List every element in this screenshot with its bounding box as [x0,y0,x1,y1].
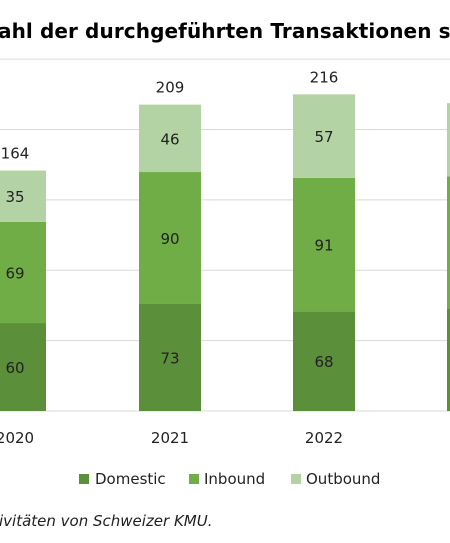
legend-label-outbound: Outbound [306,470,380,488]
data-label-2022-outbound: 57 [314,128,333,146]
data-label-2021-domestic: 73 [160,349,179,367]
data-label-2020-outbound: 35 [5,188,24,206]
bar-2020-outbound [0,170,46,222]
bar-2021-outbound [139,104,201,173]
legend-label-inbound: Inbound [204,470,265,488]
legend-swatch-domestic [79,474,89,484]
x-tick-2020: 2020 [0,429,34,447]
legend-swatch-outbound [291,474,301,484]
bar-2022-domestic [293,311,355,411]
bar-2023-outbound [447,103,450,177]
bar-2022-outbound [293,94,355,178]
data-labels: 606935164739046209689157216709050210 [1,68,339,377]
data-label-2021-outbound: 46 [160,130,179,148]
data-label-2022-inbound: 91 [314,237,333,255]
x-tick-2021: 2021 [151,429,189,447]
x-axis-tick-labels: 2020202120222023 [0,429,343,447]
data-label-2022-domestic: 68 [314,353,333,371]
x-tick-2022: 2022 [305,429,343,447]
bar-2020-inbound [0,221,46,324]
bar-2020-domestic [0,323,46,411]
bar-2022-inbound [293,177,355,312]
data-label-2020-inbound: 69 [5,264,24,282]
legend-swatch-inbound [189,474,199,484]
legend-label-domestic: Domestic [95,470,166,488]
footnote: ivitäten von Schweizer KMU. [0,512,213,530]
bars [0,94,450,411]
gridlines [0,58,450,412]
chart-title: ahl der durchgeführten Transaktionen sei… [0,19,450,43]
data-label-2021-inbound: 90 [160,230,179,248]
total-label-2022: 216 [310,68,339,86]
total-label-2021: 209 [156,79,185,97]
data-label-2020-domestic: 60 [5,359,24,377]
legend: Domestic Inbound Outbound [79,470,380,488]
bar-2023-inbound [447,176,450,309]
bar-2023-domestic [447,308,450,411]
total-label-2020: 164 [1,145,30,163]
bar-2021-domestic [139,303,201,411]
bar-2021-inbound [139,172,201,304]
